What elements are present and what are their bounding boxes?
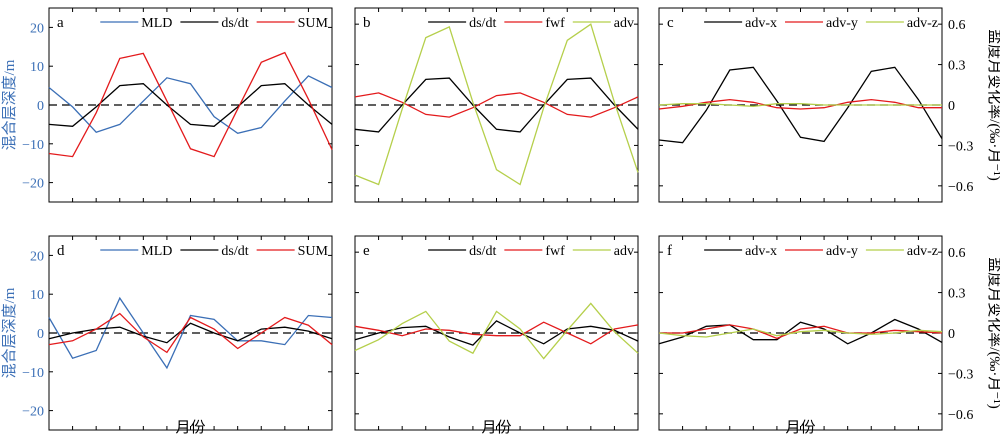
- legend-label: adv-z: [907, 244, 938, 259]
- legend: SUM ds/dt MLD: [100, 244, 329, 259]
- y-tick-label: 0.3: [948, 287, 966, 302]
- y-tick-label: −0.3: [948, 367, 973, 382]
- legend-label: adv-x: [745, 16, 777, 31]
- y-tick-label: 10: [30, 60, 44, 75]
- legend-label: ds/dt: [221, 244, 248, 259]
- series-line-ds-dt: [354, 77, 639, 133]
- y-tick-label: 0.6: [948, 18, 966, 33]
- panel-letter: c: [667, 15, 674, 31]
- y-tick-label: −10: [22, 138, 44, 153]
- legend-label: ds/dt: [469, 16, 496, 31]
- left-ylabel: 混合层深度/m: [1, 287, 18, 378]
- series-line-adv-x: [658, 318, 943, 345]
- legend-label: MLD: [141, 16, 172, 31]
- panel-f: 12345678910111210.60.30−0.3−0.6fadv-zadv…: [656, 235, 973, 438]
- series-line-adv-x: [658, 66, 943, 144]
- legend-label: SUM: [298, 244, 329, 259]
- panel-letter: d: [57, 243, 65, 259]
- y-tick-label: 0: [948, 327, 955, 342]
- y-tick-label: −0.6: [948, 180, 973, 195]
- panel-letter: b: [363, 15, 371, 31]
- series-line-adv: [354, 302, 639, 360]
- y-tick-label: −10: [22, 366, 44, 381]
- series-line-sum: [48, 312, 333, 354]
- legend: adv-z adv-y adv-x: [704, 16, 938, 31]
- series-line-sum: [48, 51, 333, 158]
- series-line-adv-z: [658, 328, 943, 338]
- y-tick-label: 0.3: [948, 59, 966, 74]
- left-ylabel: 混合层深度/m: [1, 59, 18, 150]
- y-tick-label: 20: [30, 249, 44, 264]
- x-axis-label: 月份: [785, 419, 815, 436]
- x-axis-label: 月份: [175, 419, 205, 436]
- series-line-ds-dt: [354, 320, 639, 346]
- panel-letter: e: [363, 243, 370, 259]
- legend: adv fwf ds/dt: [428, 244, 634, 259]
- series-line-adv-y: [658, 98, 942, 110]
- panel-e: 1234567891011121eadvfwfds/dt: [352, 235, 642, 438]
- series-line-fwf: [354, 92, 639, 118]
- series-line-ds-dt: [48, 83, 333, 127]
- y-tick-label: 0: [37, 99, 44, 114]
- panel-a: 20 10 0 −10 −20 a SUM ds/dt MLD: [22, 7, 333, 203]
- panel-c: 0.6 0.3 0 −0.3 −0.6 c adv-z adv-y adv-x: [658, 7, 973, 203]
- legend-label: adv-z: [907, 16, 938, 31]
- series-line-adv-z: [658, 103, 942, 107]
- series-line-mld: [48, 296, 333, 370]
- legend-label: fwf: [545, 16, 565, 31]
- y-tick-label: −20: [22, 405, 44, 420]
- legend-label: fwf: [545, 244, 565, 259]
- series-line-mld: [48, 75, 333, 135]
- series-line-fwf: [354, 321, 639, 345]
- y-tick-label: 10: [30, 288, 44, 303]
- legend: adv fwf ds/dt: [428, 16, 634, 31]
- legend-label: adv: [614, 16, 634, 31]
- legend-label: adv-y: [826, 16, 858, 31]
- y-tick-label: −20: [22, 177, 44, 192]
- y-tick-label: 0: [948, 99, 955, 114]
- right-ylabel: 盐度月变化率/(‰·月⁻¹): [986, 257, 1000, 409]
- legend-label: SUM: [298, 16, 329, 31]
- y-tick-label: 0.6: [948, 246, 966, 261]
- x-axis-label: 月份: [481, 419, 511, 436]
- legend-label: MLD: [141, 244, 172, 259]
- y-tick-label: −0.3: [948, 139, 973, 154]
- series-line-adv: [354, 23, 639, 186]
- panel-letter: a: [57, 15, 64, 31]
- legend-label: adv-y: [826, 244, 858, 259]
- legend: adv-z adv-y adv-x: [704, 244, 938, 259]
- series-line-adv-y: [659, 324, 943, 340]
- legend-label: adv: [614, 244, 634, 259]
- legend-label: ds/dt: [469, 244, 496, 259]
- panel-letter: f: [667, 243, 672, 259]
- legend-label: adv-x: [745, 244, 777, 259]
- y-tick-label: −0.6: [948, 408, 973, 423]
- panel-b: b adv fwf ds/dt: [354, 7, 639, 203]
- y-tick-label: 20: [30, 21, 44, 36]
- right-ylabel: 盐度月变化率/(‰·月⁻¹): [986, 29, 1000, 181]
- y-tick-label: 0: [37, 327, 44, 342]
- legend-label: ds/dt: [221, 16, 248, 31]
- legend: SUM ds/dt MLD: [100, 16, 329, 31]
